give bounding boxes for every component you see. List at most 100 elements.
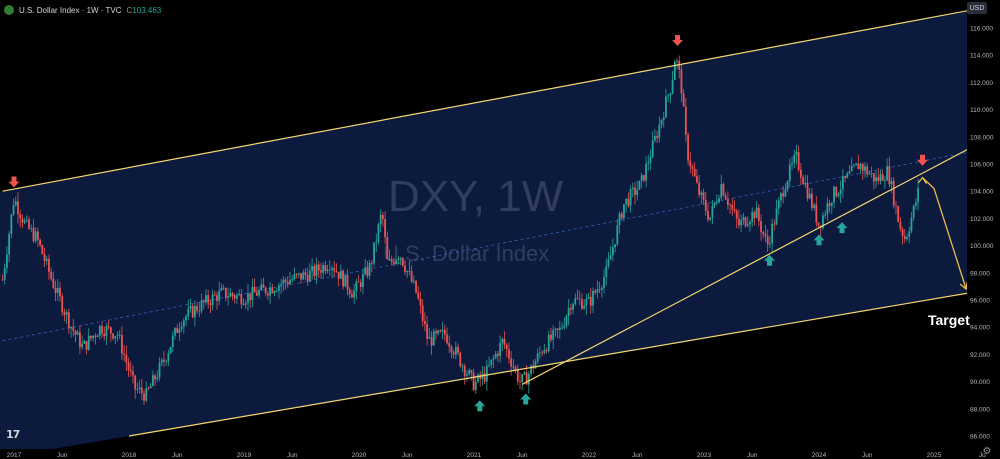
candle-body xyxy=(229,293,232,297)
candle-body xyxy=(578,298,581,300)
candle-body xyxy=(271,287,274,294)
candle-body xyxy=(757,207,760,222)
candle-body xyxy=(127,362,130,371)
candle-body xyxy=(435,331,437,334)
tradingview-logo-icon[interactable]: 17 xyxy=(6,428,20,441)
candle-body xyxy=(428,337,431,339)
candle-body xyxy=(722,184,725,196)
candle-body xyxy=(499,342,501,356)
candle-body xyxy=(470,370,473,373)
candle-body xyxy=(618,213,621,226)
candle-body xyxy=(503,338,506,345)
lower-channel-line[interactable] xyxy=(128,289,992,437)
candle-body xyxy=(291,278,294,281)
candle-body xyxy=(154,375,156,380)
candle-body xyxy=(123,353,126,355)
watermark-ticker: DXY, 1W xyxy=(388,172,564,221)
candle-body xyxy=(474,381,477,391)
candle-body xyxy=(311,266,314,271)
symbol-header[interactable]: U.S. Dollar Index · 1W · TVC C103.463 xyxy=(4,3,161,17)
candle-body xyxy=(393,261,395,264)
candle-body xyxy=(81,343,84,348)
gear-icon[interactable]: ⚙ xyxy=(982,446,992,457)
time-tick-label: 2025 xyxy=(927,452,942,459)
candle-body xyxy=(804,183,807,184)
candle-body xyxy=(390,259,393,262)
candle-body xyxy=(441,329,444,332)
candle-body xyxy=(877,177,880,181)
upper-channel-line[interactable] xyxy=(2,6,992,192)
candle-body xyxy=(479,374,482,380)
candle-body xyxy=(209,303,212,306)
candle-body xyxy=(14,201,17,206)
candle-body xyxy=(160,359,163,363)
candle-body xyxy=(859,164,862,170)
candle-body xyxy=(693,168,696,177)
candle-body xyxy=(107,326,110,328)
candle-body xyxy=(784,189,787,197)
price-tick-label: 92.000 xyxy=(970,352,990,359)
candle-body xyxy=(691,166,694,169)
candle-body xyxy=(711,205,714,218)
candle-body xyxy=(744,217,747,226)
candle-body xyxy=(901,229,904,236)
candle-body xyxy=(581,299,583,309)
candle-body xyxy=(36,231,39,240)
candle-body xyxy=(278,285,280,291)
candle-body xyxy=(536,353,539,362)
symbol-title[interactable]: U.S. Dollar Index · 1W · TVC xyxy=(19,5,122,15)
candle-body xyxy=(273,291,276,294)
candle-body xyxy=(746,224,749,226)
candle-body xyxy=(782,193,785,197)
candle-body xyxy=(275,290,278,292)
close-value: 103.463 xyxy=(132,5,162,15)
candle-body xyxy=(574,298,577,304)
candle-body xyxy=(240,294,243,305)
candle-body xyxy=(408,271,411,272)
candle-body xyxy=(527,373,530,385)
candle-body xyxy=(899,221,902,230)
currency-button[interactable]: USD xyxy=(967,2,987,14)
candle-body xyxy=(505,344,508,350)
candle-body xyxy=(815,204,818,223)
candle-body xyxy=(112,333,114,339)
time-tick-label: Jun xyxy=(57,452,68,459)
candle-body xyxy=(541,352,544,354)
projection-arrow[interactable] xyxy=(922,177,967,290)
candle-body xyxy=(640,175,643,181)
candle-body xyxy=(185,316,187,321)
candle-body xyxy=(740,220,743,226)
time-tick-label: Jun xyxy=(402,452,413,459)
candle-body xyxy=(297,273,300,275)
candle-body xyxy=(791,162,793,165)
candle-body xyxy=(379,214,382,225)
candle-body xyxy=(547,334,550,352)
candle-body xyxy=(519,381,521,383)
candle-body xyxy=(886,166,889,181)
candle-body xyxy=(167,353,170,362)
candle-body xyxy=(83,341,86,344)
candle-body xyxy=(191,306,194,318)
candle-body xyxy=(331,268,333,270)
candle-body xyxy=(558,327,561,331)
candle-body xyxy=(552,329,555,340)
candle-body xyxy=(309,270,311,282)
price-axis-bg xyxy=(967,0,1000,459)
time-tick-label: 2018 xyxy=(122,452,137,459)
candle-body xyxy=(386,237,389,260)
price-tick-label: 106.000 xyxy=(970,162,994,169)
time-axis-bg xyxy=(0,449,1000,459)
rising-support-line[interactable] xyxy=(522,137,991,385)
candle-body xyxy=(707,210,709,220)
price-tick-label: 100.000 xyxy=(970,243,994,250)
candle-body xyxy=(561,327,563,329)
candle-body xyxy=(594,290,597,293)
candle-body xyxy=(749,221,751,225)
candle-body xyxy=(196,305,199,311)
candle-body xyxy=(514,367,517,370)
candle-body xyxy=(134,375,137,390)
candle-body xyxy=(269,287,271,296)
candle-body xyxy=(3,267,6,280)
candle-body xyxy=(450,346,453,353)
